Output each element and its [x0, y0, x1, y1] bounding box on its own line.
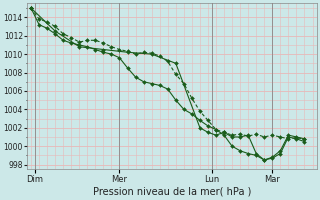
X-axis label: Pression niveau de la mer( hPa ): Pression niveau de la mer( hPa ): [92, 187, 251, 197]
